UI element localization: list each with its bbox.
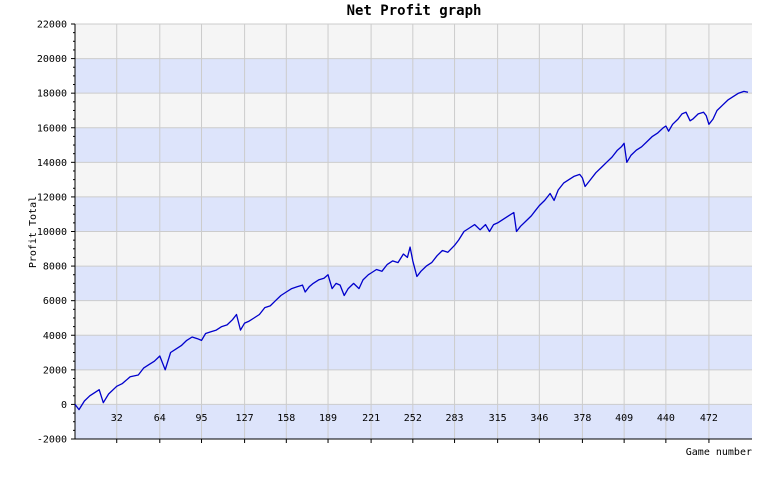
background-bands: [75, 24, 752, 439]
band: [75, 162, 752, 197]
x-tick-label: 127: [236, 413, 254, 424]
x-tick-label: 346: [530, 413, 548, 424]
x-tick-label: 221: [362, 413, 380, 424]
x-tick-label: 252: [404, 413, 422, 424]
band: [75, 231, 752, 267]
y-tick-label: 12000: [37, 192, 67, 203]
x-tick-label: 409: [615, 413, 633, 424]
band: [75, 404, 752, 439]
band: [75, 58, 752, 94]
x-tick-label: 189: [319, 413, 337, 424]
y-tick-label: 2000: [43, 365, 67, 376]
x-tick-label: 472: [700, 413, 718, 424]
y-tick-label: -2000: [37, 435, 67, 446]
y-tick-label: 20000: [37, 54, 67, 65]
tick-labels: -2000 0 2000 4000 6000 8000 10000 12000 14000 160…: [37, 20, 718, 446]
x-tick-label: 283: [446, 413, 464, 424]
y-tick-label: 4000: [43, 331, 67, 342]
series-layer: [74, 90, 749, 411]
y-tick-label: 16000: [37, 123, 67, 134]
y-tick-label: 8000: [43, 262, 67, 273]
band: [75, 93, 752, 128]
x-tick-label: 440: [657, 413, 675, 424]
y-tick-label: 10000: [37, 227, 67, 238]
band: [75, 369, 752, 405]
x-tick-label: 315: [489, 413, 507, 424]
band: [75, 266, 752, 301]
x-tick-label: 64: [154, 413, 166, 424]
chart-title: Net Profit graph: [346, 3, 482, 19]
y-axis-label: Profit Total: [28, 196, 39, 268]
x-axis-label: Game number: [686, 447, 752, 458]
gridlines: [75, 23, 752, 440]
y-tick-label: 0: [61, 400, 67, 411]
x-tick-label: 95: [195, 413, 207, 424]
y-tick-label: 6000: [43, 296, 67, 307]
axes: [71, 23, 752, 443]
x-tick-label: 378: [573, 413, 591, 424]
band: [75, 300, 752, 336]
series-line: [74, 90, 749, 411]
band: [75, 127, 752, 163]
x-tick-label: 158: [277, 413, 295, 424]
y-tick-label: 14000: [37, 158, 67, 169]
y-tick-label: 18000: [37, 89, 67, 100]
x-tick-label: 32: [111, 413, 123, 424]
band: [75, 196, 752, 232]
y-tick-label: 22000: [37, 20, 67, 31]
band: [75, 24, 752, 59]
band: [75, 335, 752, 370]
